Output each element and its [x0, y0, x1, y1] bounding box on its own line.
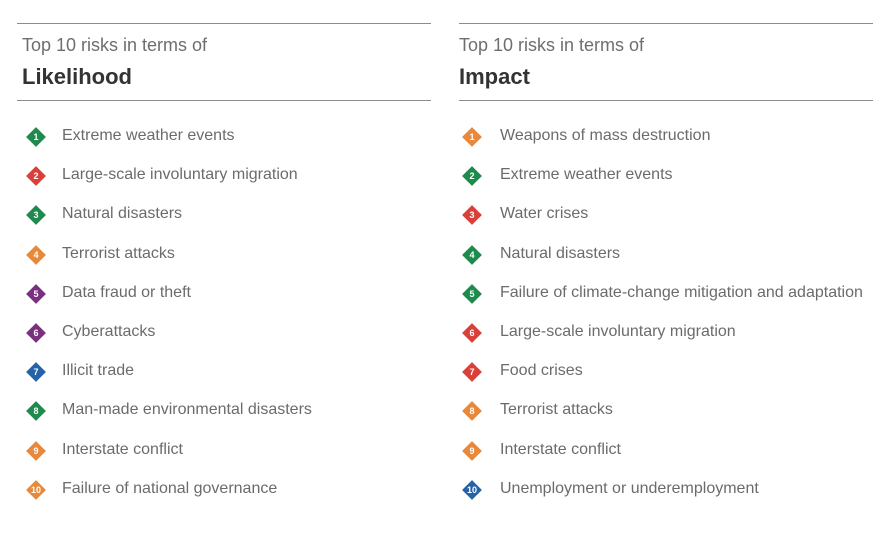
rank-number: 7	[469, 367, 475, 378]
header-divider	[459, 100, 873, 101]
rank-diamond-icon: 1	[462, 127, 482, 147]
risk-label: Interstate conflict	[500, 440, 621, 458]
risk-item: 4 Terrorist attacks	[17, 243, 431, 267]
rank-diamond-icon: 10	[26, 479, 46, 500]
panel-header: Top 10 risks in terms of Likelihood	[17, 24, 431, 100]
risk-label: Terrorist attacks	[500, 401, 613, 419]
risk-item: 9 Interstate conflict	[17, 439, 431, 463]
risk-item: 10 Unemployment or underemployment	[459, 478, 873, 502]
rank-diamond-icon: 3	[462, 205, 482, 226]
risk-label: Man-made environmental disasters	[62, 401, 312, 419]
rank-number: 1	[33, 132, 39, 142]
rank-number: 10	[466, 484, 477, 495]
risk-label: Interstate conflict	[62, 440, 183, 458]
risk-item: 7 Food crises	[459, 360, 873, 384]
rank-diamond-icon: 9	[26, 440, 46, 461]
rank-number: 9	[469, 445, 475, 456]
rank-diamond-icon: 6	[462, 323, 482, 343]
rank-number: 7	[33, 367, 39, 378]
risk-label: Failure of national governance	[62, 479, 278, 497]
rank-diamond-icon: 8	[26, 401, 46, 422]
likelihood-panel: Top 10 risks in terms of Likelihood 1 Ext…	[17, 23, 431, 500]
risk-item: 3 Natural disasters	[17, 203, 431, 227]
rank-number: 6	[469, 328, 475, 338]
rank-diamond-icon: 6	[26, 323, 46, 343]
risk-item: 7 Illicit trade	[17, 360, 431, 384]
risk-item: 2 Large-scale involuntary migration	[17, 164, 431, 188]
risk-label: Food crises	[500, 362, 583, 380]
panel-header: Top 10 risks in terms of Impact	[459, 24, 873, 100]
risk-label: Large-scale involuntary migration	[62, 166, 298, 184]
risk-item: 10 Failure of national governance	[17, 478, 431, 502]
rank-diamond-icon: 2	[26, 166, 46, 187]
panel-title: Impact	[459, 64, 530, 89]
rank-number: 8	[469, 406, 475, 417]
rank-diamond-icon: 5	[26, 283, 46, 304]
rank-number: 9	[33, 445, 39, 456]
risk-item: 6 Cyberattacks	[17, 321, 431, 345]
risk-label: Failure of climate-change mitigation and…	[500, 283, 863, 301]
rank-diamond-icon: 9	[462, 440, 482, 461]
risk-item: 8 Terrorist attacks	[459, 399, 873, 423]
impact-panel: Top 10 risks in terms of Impact 1 Weapons…	[459, 23, 873, 500]
risk-label: Illicit trade	[62, 362, 135, 380]
panel-subtitle: Top 10 risks in terms of	[459, 35, 645, 55]
risk-item: 6 Large-scale involuntary migration	[459, 321, 873, 345]
risk-label: Extreme weather events	[62, 127, 235, 144]
rank-diamond-icon: 1	[26, 127, 46, 147]
top-divider	[459, 23, 873, 24]
rank-diamond-icon: 4	[26, 244, 46, 265]
rank-number: 3	[469, 210, 475, 221]
rank-number: 8	[33, 406, 39, 417]
risk-item: 3 Water crises	[459, 203, 873, 227]
header-divider	[17, 100, 431, 101]
risk-label: Weapons of mass destruction	[500, 127, 711, 144]
rank-diamond-icon: 3	[26, 205, 46, 226]
risk-item: 4 Natural disasters	[459, 243, 873, 267]
rank-number: 10	[30, 484, 41, 495]
risk-label: Cyberattacks	[62, 323, 156, 340]
rank-diamond-icon: 8	[462, 401, 482, 422]
rank-number: 5	[469, 288, 475, 299]
rank-number: 4	[33, 249, 39, 260]
risk-label: Natural disasters	[62, 205, 183, 223]
risk-item: 1 Weapons of mass destruction	[459, 125, 873, 149]
risk-item: 1 Extreme weather events	[17, 125, 431, 149]
rank-diamond-icon: 2	[462, 166, 482, 187]
rank-number: 5	[33, 288, 39, 299]
rank-diamond-icon: 10	[462, 479, 482, 500]
risk-label: Large-scale involuntary migration	[500, 323, 736, 340]
top-divider	[17, 23, 431, 24]
risk-item: 8 Man-made environmental disasters	[17, 399, 431, 423]
risk-item: 2 Extreme weather events	[459, 164, 873, 188]
risk-item: 5 Data fraud or theft	[17, 282, 431, 306]
risk-label: Data fraud or theft	[62, 283, 191, 301]
risk-label: Extreme weather events	[500, 166, 673, 184]
rank-number: 2	[33, 171, 39, 182]
risk-label: Natural disasters	[500, 244, 621, 262]
rank-diamond-icon: 5	[462, 283, 482, 304]
risk-label: Unemployment or underemployment	[500, 479, 759, 497]
rank-number: 2	[469, 171, 475, 182]
panel-subtitle: Top 10 risks in terms of	[22, 35, 208, 55]
rank-diamond-icon: 4	[462, 244, 482, 265]
panel-title: Likelihood	[22, 64, 132, 89]
rank-diamond-icon: 7	[462, 362, 482, 383]
risk-item: 5 Failure of climate-change mitigation an…	[459, 282, 873, 306]
risk-label: Water crises	[500, 205, 589, 223]
risk-label: Terrorist attacks	[62, 244, 175, 262]
risk-item: 9 Interstate conflict	[459, 439, 873, 463]
rank-number: 3	[33, 210, 39, 221]
rank-number: 6	[33, 328, 39, 338]
rank-number: 1	[469, 132, 475, 142]
rank-number: 4	[469, 249, 475, 260]
rank-diamond-icon: 7	[26, 362, 46, 383]
